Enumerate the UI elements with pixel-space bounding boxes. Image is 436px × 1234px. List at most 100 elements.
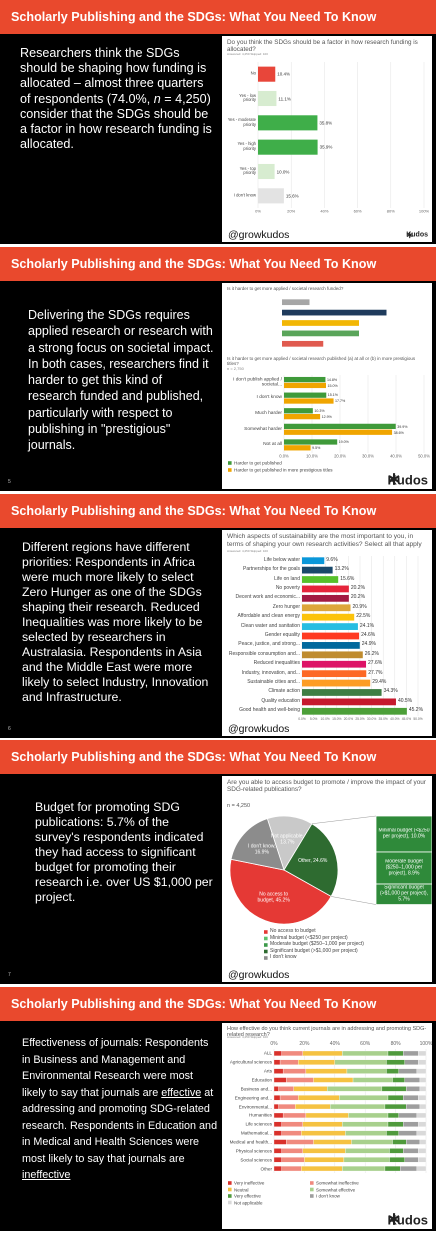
bar-segment (400, 1165, 418, 1172)
x-tick-label: 20.0% (334, 453, 346, 459)
bar-segment (298, 1059, 335, 1065)
category-label: Yes - low priority (239, 92, 256, 103)
bar-segment (387, 1112, 399, 1119)
bar (302, 698, 396, 706)
bar (282, 330, 359, 337)
bar (284, 414, 321, 420)
category-label: Peace, justice, and strong... (238, 641, 300, 648)
bar-segment (403, 1148, 419, 1154)
logo-stroke (388, 475, 400, 483)
value-label: 34.3% (383, 688, 398, 695)
bar-segment (419, 1103, 427, 1110)
pie-slice (230, 818, 285, 871)
bar (302, 585, 349, 593)
slide-title: Scholarly Publishing and the SDGs: What … (0, 987, 436, 1021)
x-tick-label: 80% (390, 1041, 401, 1048)
chart-subtitle: Answered: 4,250 Skipped: 100 (227, 52, 268, 56)
category-label: Other (260, 1165, 273, 1171)
value-label: 27.7% (368, 669, 383, 676)
text-part: Budget for promoting SDG publications: 5… (35, 800, 213, 904)
bar-segment (273, 1077, 287, 1083)
page-number: 5 (8, 479, 11, 486)
category-label: Physical sciences (235, 1148, 272, 1154)
bar (284, 408, 313, 414)
x-tick-label: 20% (299, 1041, 310, 1048)
bar (258, 188, 284, 204)
bar-segment (301, 1165, 343, 1172)
category-label: I don't know (233, 192, 256, 198)
slide-title: Scholarly Publishing and the SDGs: What … (0, 740, 436, 774)
bar-segment (416, 1130, 427, 1136)
bar-segment (386, 1068, 399, 1074)
category-label: Business and... (240, 1086, 272, 1092)
body-text: Delivering the SDGs requires applied res… (28, 307, 214, 454)
legend-label: Harder to get published in more prestigi… (234, 467, 333, 473)
value-label: 9.6% (326, 556, 338, 563)
bar (284, 429, 393, 435)
bar-segment (416, 1112, 427, 1119)
bar (302, 679, 371, 687)
legend-swatch (310, 1194, 314, 1198)
bar-segment (281, 1050, 304, 1057)
slice-label: I don't know, 16.9% (247, 843, 276, 856)
text-part: Effectiveness of journals: Respondents i… (22, 1037, 209, 1099)
bar-segment (313, 1077, 354, 1083)
value-label: 24.9% (361, 641, 376, 648)
x-tick-label: 40.0% (390, 453, 402, 459)
body-text: Budget for promoting SDG publications: 5… (35, 800, 217, 905)
bar-segment (286, 1139, 314, 1145)
chart (301, 556, 419, 716)
value-label: 35.8% (319, 120, 333, 126)
bar-segment (282, 1068, 307, 1074)
bar (302, 623, 358, 630)
bar-segment (343, 1157, 390, 1163)
legend-swatch (264, 943, 268, 947)
value-label: 29.4% (372, 679, 387, 686)
chart-panel: How effective do you think current journ… (222, 1023, 432, 1229)
legend-swatch (228, 1194, 232, 1198)
category-label: Life sciences (245, 1121, 272, 1127)
bar (258, 115, 318, 131)
bar-segment (295, 1103, 331, 1110)
chart (229, 815, 432, 960)
legend-label: Significant budget (>$1,000 per project) (270, 947, 358, 954)
bar-segment (281, 1130, 302, 1136)
page-number: 7 (8, 972, 11, 979)
bar-segment (273, 1121, 282, 1127)
value-label: 20.2% (350, 594, 366, 601)
bar-segment (404, 1059, 419, 1065)
bar-segment (279, 1095, 299, 1101)
x-tick-label: 50.0% (418, 453, 430, 459)
legend-swatch (264, 930, 268, 934)
bar (302, 642, 360, 649)
bar-segment (334, 1059, 387, 1065)
bar (284, 398, 334, 404)
bar-segment (301, 1130, 346, 1136)
chart-title: Is it harder to get more applied / socie… (227, 356, 416, 367)
bar-segment (387, 1050, 404, 1057)
category-label: Life on land (274, 575, 300, 582)
bar-segment (398, 1112, 418, 1119)
logo-text: Kudos (406, 231, 428, 239)
category-label: I don't know (256, 395, 282, 401)
body-text: Different regions have different priorit… (22, 540, 218, 705)
logo-icon (388, 473, 400, 485)
bar-segment (330, 1103, 386, 1110)
value-label: 10.3% (314, 409, 325, 413)
bar-segment (406, 1086, 421, 1092)
slide: Scholarly Publishing and the SDGs: What … (0, 740, 436, 984)
x-tick-label: 0% (255, 208, 261, 214)
bar-segment (352, 1077, 393, 1083)
legend-label: Moderate budget ($250–1,000 per project) (270, 941, 364, 948)
bar (284, 392, 327, 398)
bar-segment (387, 1121, 404, 1127)
x-tick-label: 0.0% (298, 717, 306, 722)
slice-label: No access to budget, 45.2% (257, 891, 290, 903)
legend-swatch (228, 1181, 232, 1185)
slice-label: Other, 24.6% (298, 858, 328, 865)
x-tick-label: 100% (418, 208, 430, 214)
value-label: 17.7% (335, 399, 346, 404)
logo-icon (388, 1213, 400, 1225)
bar (302, 632, 360, 640)
